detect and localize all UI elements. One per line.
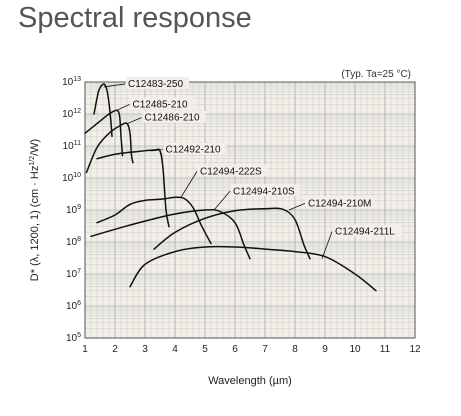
x-tick-label: 7 (262, 344, 268, 355)
series-label-c12492-210: C12492-210 (166, 145, 221, 156)
series-label-c12483-250: C12483-250 (128, 79, 183, 90)
y-tick-base: 10 (66, 237, 78, 248)
y-tick-base: 10 (62, 77, 74, 88)
y-tick-exponent: 5 (77, 332, 81, 339)
x-tick-label: 12 (409, 344, 421, 355)
x-tick-label: 2 (112, 344, 118, 355)
y-tick-label: 1010 (62, 172, 81, 184)
series-label-c12494-222s: C12494-222S (200, 166, 262, 177)
y-tick-exponent: 6 (77, 300, 81, 307)
x-tick-label: 8 (292, 344, 298, 355)
y-tick-label: 109 (66, 204, 81, 216)
series-label-bg-c12485-210 (130, 97, 194, 110)
y-tick-exponent: 8 (77, 236, 81, 243)
leader-line-c12494-210s (213, 191, 231, 211)
y-tick-exponent: 7 (77, 268, 81, 275)
y-tick-label: 1011 (63, 140, 81, 152)
leader-line-c12494-210m (288, 202, 306, 211)
series-line-c12486-210 (85, 122, 134, 174)
y-tick-label: 1013 (62, 76, 81, 88)
x-tick-label: 5 (202, 344, 208, 355)
leader-line-c12483-250 (103, 83, 126, 88)
y-tick-exponent: 11 (74, 140, 81, 147)
series-label-c12494-211l: C12494-211L (335, 227, 395, 238)
y-tick-base: 10 (66, 269, 78, 280)
x-tick-label: 9 (322, 344, 328, 355)
y-tick-base: 10 (62, 173, 74, 184)
y-tick-label: 108 (66, 236, 81, 248)
page-title: Spectral response (18, 2, 252, 34)
series-label-bg-c12486-210 (142, 110, 206, 123)
series-label-c12494-210m: C12494-210M (308, 198, 371, 209)
y-tick-label: 105 (66, 332, 81, 344)
series-label-c12485-210: C12485-210 (133, 99, 188, 110)
x-tick-label: 10 (349, 344, 361, 355)
y-tick-exponent: 10 (73, 172, 81, 179)
x-tick-label: 11 (380, 344, 391, 355)
leader-line-c12486-210 (126, 117, 142, 125)
series-labels: C12483-250 C12485-210 C12486-210 C12492-210… (103, 76, 402, 259)
y-axis-label-exponent: 1/2 (29, 156, 36, 166)
series-line-c12494-210m (153, 207, 311, 260)
x-axis-label: Wavelength (µm) (208, 375, 292, 387)
series-label-bg-c12483-250 (126, 76, 189, 89)
x-tick-label: 4 (172, 344, 178, 355)
series-line-c12494-210s (90, 208, 251, 260)
y-tick-base: 10 (66, 301, 78, 312)
y-tick-exponent: 9 (77, 204, 81, 211)
leader-line-c12492-210 (150, 149, 163, 152)
y-tick-exponent: 13 (73, 76, 81, 83)
y-axis-label: D* (λ, 1200, 1) (cm · Hz1/2/W) (29, 139, 41, 281)
series-line-c12494-222s (96, 196, 212, 245)
series-label-bg-c12494-211l (333, 224, 402, 237)
y-axis-label-suffix: /W) (29, 139, 41, 156)
leader-line-c12485-210 (116, 104, 130, 111)
leader-line-c12494-222s (180, 171, 198, 198)
y-tick-base: 10 (66, 205, 78, 216)
y-tick-label: 107 (66, 268, 81, 280)
series-label-bg-c12492-210 (163, 142, 227, 155)
y-axis-label-prefix: D* (λ, 1200, 1) (cm · Hz (29, 166, 41, 282)
series-group (84, 83, 377, 292)
leader-line-c12494-211l (321, 231, 333, 259)
x-tick-label: 6 (232, 344, 238, 355)
y-tick-base: 10 (63, 141, 75, 152)
x-axis-ticks: 1 2 3 4 5 6 7 8 9 10 11 12 (82, 344, 421, 355)
y-tick-label: 1012 (62, 108, 81, 120)
series-label-bg-c12494-210m (306, 196, 375, 209)
plot-frame (84, 81, 416, 339)
series-label-bg-c12494-210s (231, 184, 300, 197)
series-label-c12486-210: C12486-210 (145, 113, 200, 124)
series-label-bg-c12494-222s (198, 164, 267, 177)
y-tick-base: 10 (66, 333, 78, 344)
series-line-c12494-211l (129, 245, 377, 292)
x-tick-label: 1 (82, 344, 88, 355)
y-tick-exponent: 12 (73, 108, 81, 115)
series-line-c12485-210 (84, 109, 124, 157)
y-tick-label: 106 (66, 300, 81, 312)
x-tick-label: 3 (142, 344, 148, 355)
annotation-conditions: (Typ. Ta=25 °C) (341, 69, 411, 80)
y-tick-base: 10 (62, 109, 74, 120)
series-label-c12494-210s: C12494-210S (233, 186, 295, 197)
series-line-c12492-210 (96, 148, 170, 228)
